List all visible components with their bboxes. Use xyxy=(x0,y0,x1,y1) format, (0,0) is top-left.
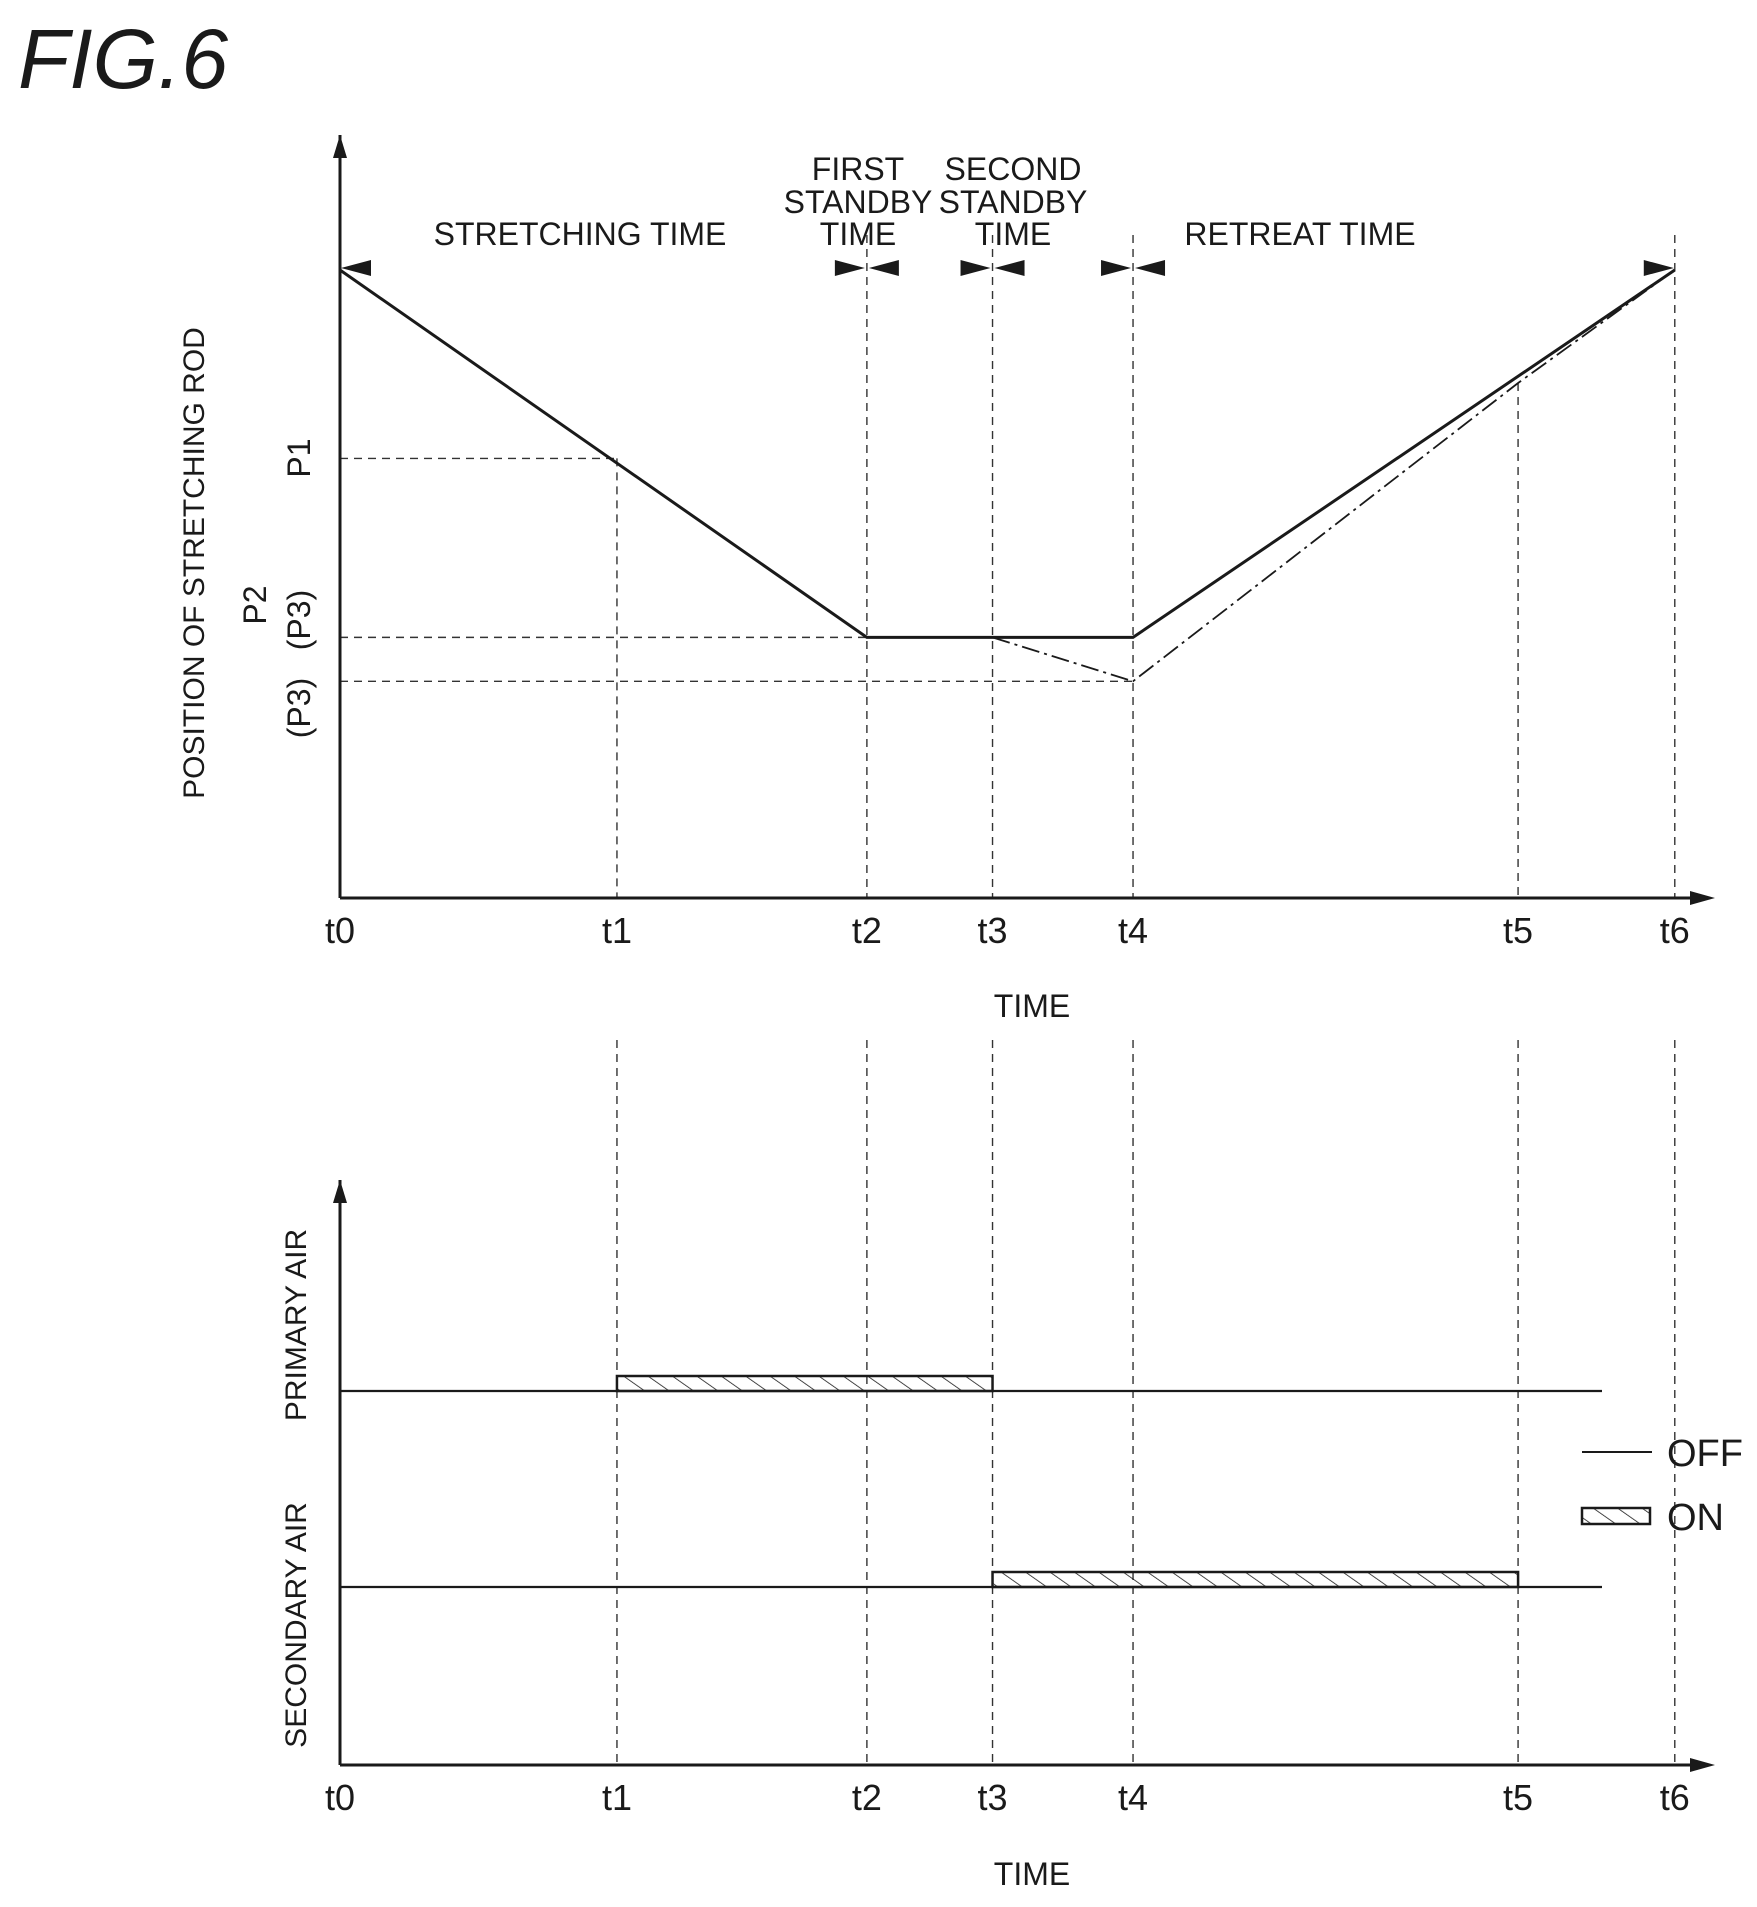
bottom-guides xyxy=(616,1040,1676,1765)
top-y-axis-label: POSITION OF STRETCHING ROD xyxy=(178,327,211,799)
interval-label-second-standby-line-2: STANDBY xyxy=(939,184,1088,220)
secondary-air-on-bar xyxy=(991,1570,1520,1589)
interval-label-first-standby-line-2: STANDBY xyxy=(784,184,933,220)
top-tick-t1: t1 xyxy=(602,910,632,951)
bottom-x-axis-label: TIME xyxy=(994,1856,1070,1892)
arrow-retreat-start xyxy=(1135,260,1166,276)
level-label-p2: P2 xyxy=(237,585,273,624)
series-solid xyxy=(339,268,1676,639)
interval-label-second-standby-line-3: TIME xyxy=(975,216,1051,252)
bottom-tick-t1: t1 xyxy=(602,1777,632,1818)
arrow-second-standby-start xyxy=(994,260,1025,276)
bottom-tick-t2: t2 xyxy=(852,1777,882,1818)
bottom-signals xyxy=(340,1374,1602,1589)
top-tick-t4: t4 xyxy=(1118,910,1148,951)
bottom-tick-t6: t6 xyxy=(1660,1777,1690,1818)
arrow-first-standby-end xyxy=(960,260,991,276)
primary-air-on-bar xyxy=(615,1374,994,1393)
legend: OFF ON xyxy=(1580,1433,1743,1539)
arrow-first-standby-start xyxy=(868,260,899,276)
interval-arrows xyxy=(341,260,1674,276)
top-time-tick-labels: t0 t1 t2 t3 t4 t5 t6 xyxy=(325,910,1690,951)
bottom-tick-t3: t3 xyxy=(978,1777,1008,1818)
legend-on-swatch xyxy=(1580,1506,1652,1526)
arrow-stretching-end xyxy=(834,260,865,276)
top-series xyxy=(339,268,1676,683)
bottom-time-tick-labels: t0 t1 t2 t3 t4 t5 t6 xyxy=(325,1777,1690,1818)
top-chart: POSITION OF STRETCHING ROD P1 P2 (P3) (P… xyxy=(178,135,1715,1024)
interval-label-first-standby-line-3: TIME xyxy=(820,216,896,252)
level-label-p3-upper: (P3) xyxy=(281,590,317,650)
top-tick-t2: t2 xyxy=(852,910,882,951)
top-x-axis-arrowhead xyxy=(1690,891,1715,905)
level-label-p3-lower: (P3) xyxy=(281,678,317,738)
top-guides xyxy=(340,235,1676,898)
interval-labels: STRETCHING TIMEFIRSTSTANDBYTIMESECONDSTA… xyxy=(434,151,1416,252)
signal-label-primary-air: PRIMARY AIR xyxy=(280,1229,313,1421)
signal-label-secondary-air: SECONDARY AIR xyxy=(280,1502,313,1748)
level-label-p1: P1 xyxy=(281,438,317,477)
interval-label-second-standby-line-1: SECOND xyxy=(945,151,1082,187)
bottom-y-axis-arrowhead xyxy=(333,1180,347,1203)
bottom-tick-t5: t5 xyxy=(1503,1777,1533,1818)
legend-off-label: OFF xyxy=(1667,1433,1743,1475)
interval-label-first-standby-line-1: FIRST xyxy=(812,151,904,187)
top-tick-t6: t6 xyxy=(1660,910,1690,951)
interval-label-stretching-line-1: STRETCHING TIME xyxy=(434,216,727,252)
bottom-x-axis-arrowhead xyxy=(1690,1758,1715,1772)
bottom-chart: PRIMARY AIR SECONDARY AIR t0 t1 t2 t3 t4 t5 t6… xyxy=(280,1040,1743,1892)
legend-on-label: ON xyxy=(1667,1497,1724,1539)
arrow-stretching-start xyxy=(341,260,371,276)
arrow-second-standby-end xyxy=(1101,260,1132,276)
top-y-axis-arrowhead xyxy=(333,135,347,158)
figure-title: FIG.6 xyxy=(18,12,228,106)
arrow-retreat-end xyxy=(1643,260,1674,276)
top-x-axis-label: TIME xyxy=(994,988,1070,1024)
top-tick-t0: t0 xyxy=(325,910,355,951)
top-tick-t5: t5 xyxy=(1503,910,1533,951)
interval-label-retreat-line-1: RETREAT TIME xyxy=(1184,216,1415,252)
top-tick-t3: t3 xyxy=(978,910,1008,951)
bottom-tick-t0: t0 xyxy=(325,1777,355,1818)
series-dash-dot xyxy=(992,269,1676,683)
bottom-tick-t4: t4 xyxy=(1118,1777,1148,1818)
